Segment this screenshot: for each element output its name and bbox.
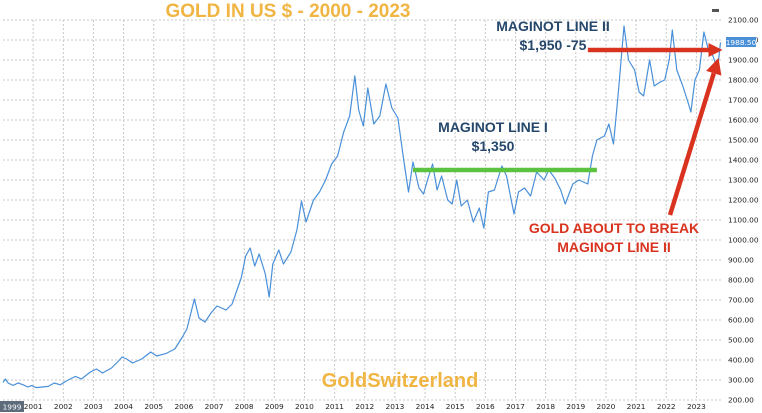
x-tick-label: 2023 xyxy=(687,402,706,411)
x-tick-label: 2002 xyxy=(54,402,73,411)
y-tick-label: 1900.00 xyxy=(728,56,759,65)
x-tick-label: 2018 xyxy=(536,402,555,411)
break-arrow xyxy=(667,43,723,216)
last-value-badge: 1988.50 xyxy=(726,37,757,47)
x-tick-label: 2012 xyxy=(355,402,374,411)
y-tick-label: 200.00 xyxy=(728,396,754,405)
y-tick-label: 1000.00 xyxy=(728,236,759,245)
x-tick-label: 2016 xyxy=(476,402,495,411)
y-tick-label: 1500.00 xyxy=(728,136,759,145)
x-tick-label: 2022 xyxy=(657,402,676,411)
y-tick-label: 400.00 xyxy=(728,356,754,365)
y-tick-label: 1200.00 xyxy=(728,196,759,205)
last-value-label: 1988.50 xyxy=(726,38,757,47)
y-tick-label: 900.00 xyxy=(728,256,754,265)
x-tick-label: 2019 xyxy=(566,402,585,411)
x-tick-label: 2006 xyxy=(174,402,193,411)
x-tick-label: 2001 xyxy=(24,402,43,411)
x-axis-start: 1999 xyxy=(0,401,24,412)
chart-title: GOLD IN US $ - 2000 - 2023 xyxy=(166,1,411,22)
x-axis-ticks: 2001 2002 2003 2004 2005 2006 2007 2008 2009 2010… xyxy=(24,402,706,411)
y-tick-label: 500.00 xyxy=(728,336,754,345)
x-axis-start-box xyxy=(0,401,24,412)
x-axis-start-label: 1999 xyxy=(3,403,22,412)
x-tick-label: 2020 xyxy=(597,402,616,411)
y-tick-label: 1100.00 xyxy=(728,216,759,225)
y-tick-label: 1300.00 xyxy=(728,176,759,185)
y-tick-label: 600.00 xyxy=(728,316,754,325)
maginot-2-arrowhead xyxy=(708,43,723,57)
x-tick-label: 2003 xyxy=(84,402,103,411)
break-arrow-head xyxy=(706,58,722,76)
y-tick-label: 1600.00 xyxy=(728,116,759,125)
x-tick-label: 2009 xyxy=(265,402,284,411)
y-tick-label: 700.00 xyxy=(728,296,754,305)
break-arrow-shaft xyxy=(667,72,716,216)
x-tick-label: 2017 xyxy=(506,402,525,411)
x-tick-label: 2011 xyxy=(325,402,344,411)
y-tick-label: 1400.00 xyxy=(728,156,759,165)
grid xyxy=(3,19,722,401)
y-tick-label: 800.00 xyxy=(728,276,754,285)
top-right-marker xyxy=(712,9,719,12)
x-tick-label: 2005 xyxy=(144,402,163,411)
x-tick-label: 2010 xyxy=(295,402,314,411)
x-tick-label: 2004 xyxy=(114,402,133,411)
x-tick-label: 2015 xyxy=(446,402,465,411)
x-tick-label: 2021 xyxy=(627,402,646,411)
y-tick-label: 2100.00 xyxy=(728,16,759,25)
break-label-line-1: GOLD ABOUT TO BREAK xyxy=(529,220,699,236)
y-tick-label: 1800.00 xyxy=(728,76,759,85)
maginot-1-value: $1,350 xyxy=(472,138,515,154)
x-tick-label: 2013 xyxy=(386,402,405,411)
x-tick-label: 2014 xyxy=(416,402,435,411)
gold-price-line xyxy=(2,25,722,389)
break-label-line-2: MAGINOT LINE II xyxy=(557,239,671,255)
x-tick-label: 2007 xyxy=(205,402,224,411)
x-tick-label: 2008 xyxy=(235,402,254,411)
last-value-box xyxy=(726,37,756,47)
maginot-2-value: $1,950 -75 xyxy=(520,37,587,53)
watermark: GoldSwitzerland xyxy=(322,370,479,392)
maginot-1-label: MAGINOT LINE I xyxy=(438,119,548,135)
y-tick-label: 300.00 xyxy=(728,376,754,385)
maginot-2-label: MAGINOT LINE II xyxy=(496,18,610,34)
y-tick-label: 1700.00 xyxy=(728,96,759,105)
